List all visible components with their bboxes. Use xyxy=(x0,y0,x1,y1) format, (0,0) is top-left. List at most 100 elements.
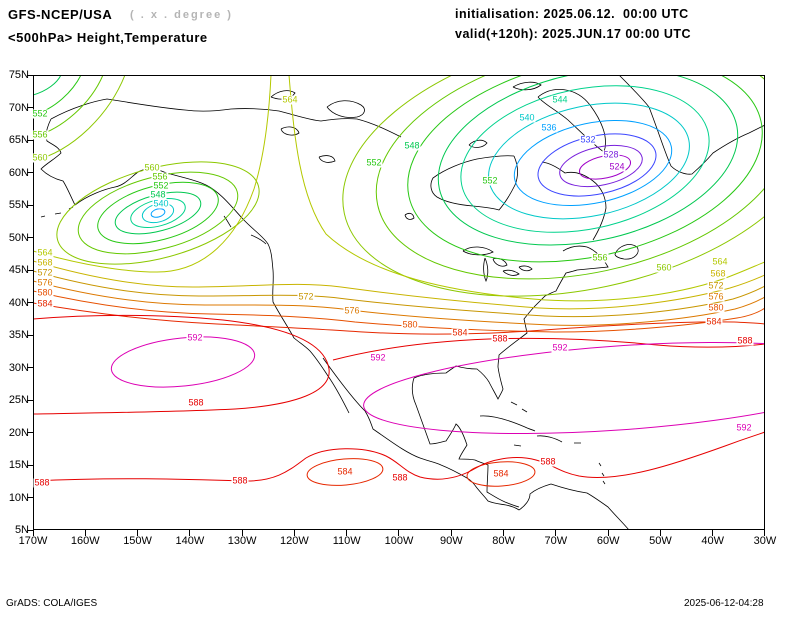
lat-label: 30N xyxy=(8,361,29,374)
lat-tick xyxy=(27,269,33,271)
contour-label: 576 xyxy=(707,291,725,302)
lon-tick xyxy=(189,530,191,536)
lon-tick xyxy=(555,530,557,536)
contour-label: 556 xyxy=(591,252,609,263)
lon-tick xyxy=(503,530,505,536)
lat-tick xyxy=(27,334,33,336)
lon-tick xyxy=(607,530,609,536)
lon-label: 120W xyxy=(280,535,309,547)
contour-label: 588 xyxy=(736,335,754,346)
contour-label: 572 xyxy=(297,291,315,302)
contour-level-572 xyxy=(33,270,765,318)
contour-label: 572 xyxy=(36,267,54,278)
contour-label: 584 xyxy=(492,468,510,479)
map-frame xyxy=(33,75,765,530)
model-title: GFS-NCEP/USA xyxy=(8,7,113,22)
lon-label: 110W xyxy=(332,535,361,547)
lat-tick xyxy=(27,107,33,108)
lat-tick xyxy=(27,432,33,433)
contour-label: 552 xyxy=(365,157,383,168)
resolution-note: ( . x . degree ) xyxy=(130,9,233,21)
contour-label: 544 xyxy=(551,94,569,105)
lat-label: 25N xyxy=(8,394,29,406)
footer-grads: GrADS: COLA/IGES xyxy=(6,598,98,609)
contour-label: 580 xyxy=(401,319,419,330)
lat-tick xyxy=(27,237,33,238)
lon-tick xyxy=(659,530,661,536)
contour-label: 556 xyxy=(151,171,169,182)
contour-level-536 xyxy=(150,119,673,218)
contour-label: 556 xyxy=(31,129,49,140)
lat-tick xyxy=(27,464,33,466)
lon-tick xyxy=(764,530,766,536)
lat-label: 45N xyxy=(8,264,29,276)
contour-label: 524 xyxy=(608,161,626,172)
contour-label: 576 xyxy=(343,305,361,316)
lon-label: 140W xyxy=(175,535,205,547)
contour-label: 552 xyxy=(481,175,499,186)
contour-label: 540 xyxy=(518,112,536,123)
contour-level-564 xyxy=(33,75,765,302)
contour-label: 548 xyxy=(403,140,421,151)
contour-label: 560 xyxy=(31,152,49,163)
lat-tick xyxy=(27,399,33,401)
contour-label: 584 xyxy=(36,298,54,309)
contour-label: 592 xyxy=(735,422,753,433)
lon-tick xyxy=(712,530,714,536)
lon-label: 70W xyxy=(544,535,568,547)
lat-label: 50N xyxy=(8,231,29,244)
init-time: initialisation: 2025.06.12. 00:00 UTC xyxy=(455,7,689,21)
lat-label: 35N xyxy=(8,329,29,341)
contour-label: 528 xyxy=(602,149,620,160)
contour-label: 588 xyxy=(231,475,249,486)
contour-label: 552 xyxy=(152,180,170,191)
lon-label: 40W xyxy=(701,535,725,547)
lon-tick xyxy=(450,530,452,536)
contour-label: 588 xyxy=(187,397,205,408)
lon-tick xyxy=(241,530,243,536)
contour-label: 580 xyxy=(707,302,725,313)
lat-label: 55N xyxy=(8,199,29,211)
lat-label: 20N xyxy=(8,426,29,439)
lat-label: 40N xyxy=(8,296,29,309)
lat-tick xyxy=(27,497,33,498)
contour-label: 592 xyxy=(551,342,569,353)
lon-label: 60W xyxy=(596,535,620,547)
contour-label: 580 xyxy=(36,287,54,298)
contour-level-568 xyxy=(33,260,765,310)
contour-label: 588 xyxy=(33,477,51,488)
lon-tick xyxy=(346,530,348,536)
lat-tick xyxy=(27,139,33,141)
contour-label: 564 xyxy=(36,247,54,258)
lon-label: 100W xyxy=(384,535,414,547)
contour-label: 560 xyxy=(655,262,673,273)
lat-label: 75N xyxy=(8,69,29,81)
lon-label: 150W xyxy=(123,535,152,547)
lat-label: 65N xyxy=(8,134,29,146)
contour-label: 588 xyxy=(491,333,509,344)
lon-label: 80W xyxy=(492,535,515,547)
lon-label: 90W xyxy=(439,535,463,547)
lat-label: 60N xyxy=(8,166,29,179)
contour-label: 568 xyxy=(36,257,54,268)
footer-timestamp: 2025-06-12-04:28 xyxy=(684,598,764,609)
lat-label: 10N xyxy=(8,491,29,504)
lat-label: 15N xyxy=(8,459,29,471)
lat-label: 70N xyxy=(8,101,29,114)
lon-tick xyxy=(398,530,400,536)
contour-label: 536 xyxy=(540,122,558,133)
map-canvas xyxy=(33,75,765,530)
lon-label: 160W xyxy=(70,535,100,547)
lon-tick xyxy=(32,530,34,536)
lat-tick xyxy=(27,74,33,76)
lat-tick xyxy=(27,302,33,303)
lat-label: 5N xyxy=(14,524,29,536)
contour-level-548 xyxy=(33,75,739,246)
lon-tick xyxy=(84,530,86,536)
contour-label: 584 xyxy=(451,327,469,338)
contour-level-584 xyxy=(33,302,765,487)
contour-level-556 xyxy=(33,75,765,280)
contour-label: 532 xyxy=(579,134,597,145)
lon-label: 170W xyxy=(18,535,48,547)
